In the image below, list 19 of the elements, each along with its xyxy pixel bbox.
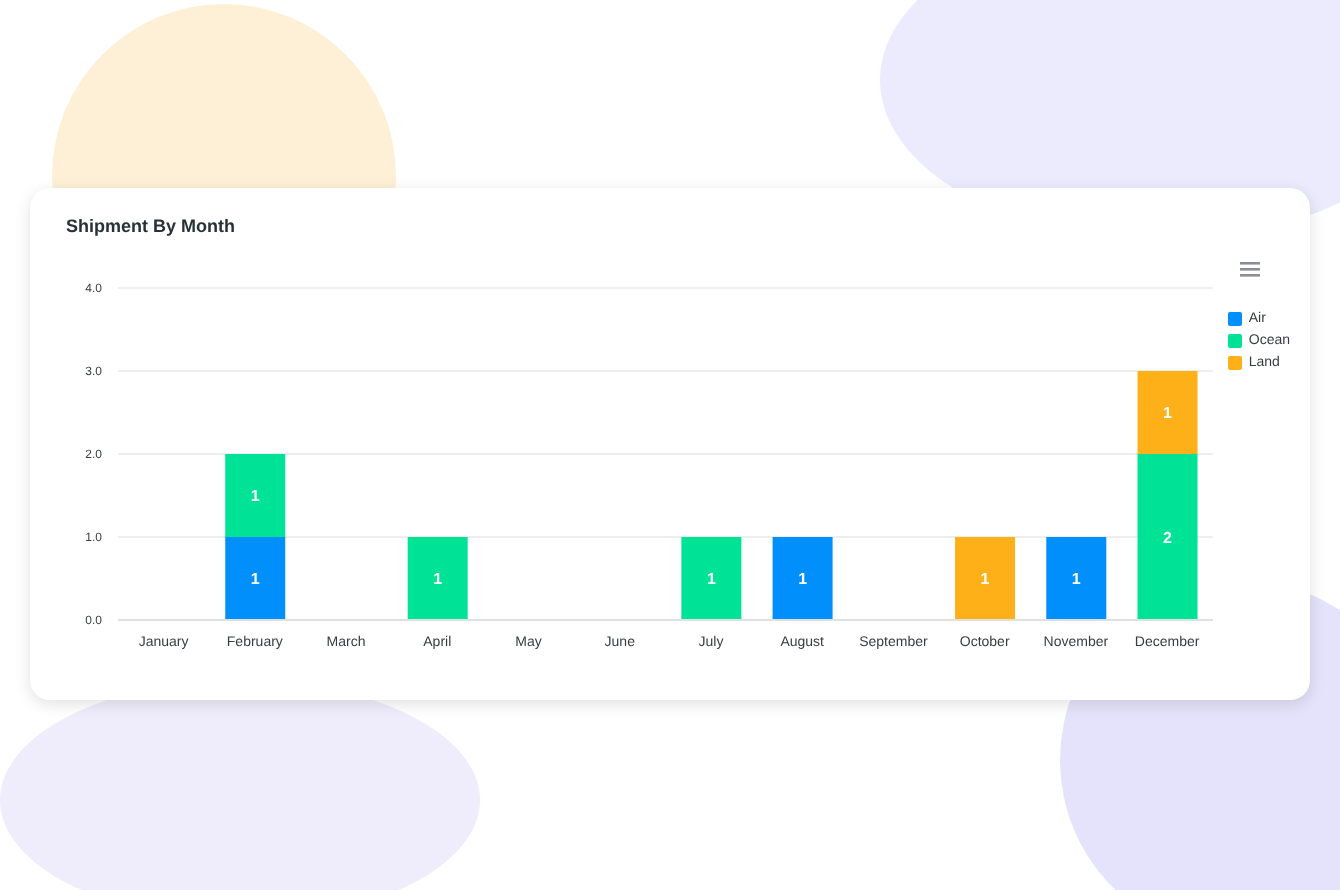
bar — [1046, 537, 1107, 620]
bar — [681, 537, 742, 620]
data-label: 1 — [250, 570, 261, 589]
bar — [225, 537, 286, 620]
data-label: 1 — [980, 570, 991, 589]
data-label: 1 — [250, 487, 261, 506]
data-label: 1 — [433, 570, 444, 589]
bar — [225, 454, 286, 537]
bar — [1137, 371, 1198, 454]
bar — [407, 537, 468, 620]
data-label: 2 — [1163, 528, 1174, 547]
data-label: 1 — [1163, 404, 1174, 423]
data-label: 1 — [1071, 570, 1082, 589]
data-label: 1 — [706, 570, 717, 589]
bar — [955, 537, 1016, 620]
chart-title: Shipment By Month — [66, 216, 235, 236]
data-label: 1 — [798, 570, 809, 589]
bar — [1137, 454, 1198, 620]
bar — [772, 537, 833, 620]
